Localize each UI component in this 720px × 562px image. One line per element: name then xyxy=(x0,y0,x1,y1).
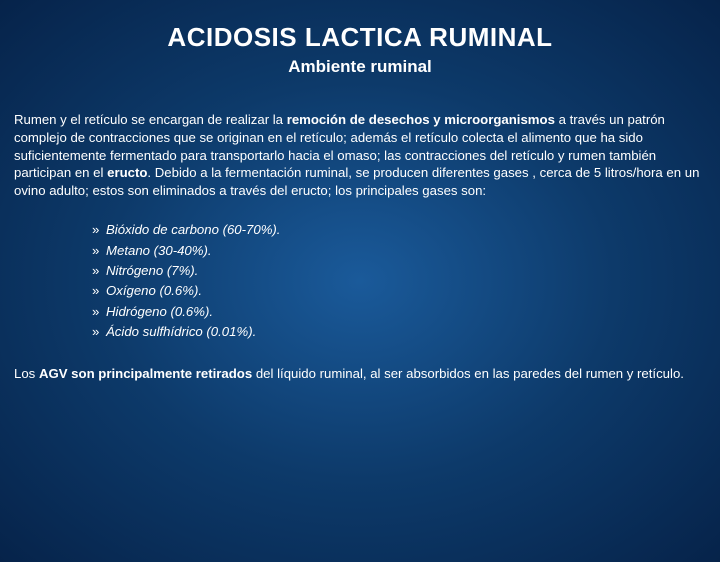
para1-bold-2: eructo xyxy=(107,165,147,180)
para1-pre: Rumen y el retículo se encargan de reali… xyxy=(14,112,287,127)
chevron-icon: » xyxy=(92,281,106,301)
para2-bold: AGV son principalmente retirados xyxy=(39,366,252,381)
chevron-icon: » xyxy=(92,220,106,240)
list-item: »Nitrógeno (7%). xyxy=(92,261,706,281)
slide-subtitle: Ambiente ruminal xyxy=(14,57,706,77)
chevron-icon: » xyxy=(92,241,106,261)
list-item: »Hidrógeno (0.6%). xyxy=(92,302,706,322)
para2-post: del líquido ruminal, al ser absorbidos e… xyxy=(252,366,684,381)
gas-label: Bióxido de carbono (60-70%). xyxy=(106,222,280,237)
gas-label: Ácido sulfhídrico (0.01%). xyxy=(106,324,256,339)
paragraph-1: Rumen y el retículo se encargan de reali… xyxy=(14,111,706,200)
chevron-icon: » xyxy=(92,322,106,342)
gas-label: Oxígeno (0.6%). xyxy=(106,283,202,298)
chevron-icon: » xyxy=(92,302,106,322)
list-item: »Oxígeno (0.6%). xyxy=(92,281,706,301)
chevron-icon: » xyxy=(92,261,106,281)
gas-list: »Bióxido de carbono (60-70%). »Metano (3… xyxy=(92,220,706,343)
gas-label: Nitrógeno (7%). xyxy=(106,263,198,278)
list-item: »Bióxido de carbono (60-70%). xyxy=(92,220,706,240)
gas-label: Hidrógeno (0.6%). xyxy=(106,304,213,319)
paragraph-2: Los AGV son principalmente retirados del… xyxy=(14,365,706,383)
list-item: »Ácido sulfhídrico (0.01%). xyxy=(92,322,706,342)
slide-title: ACIDOSIS LACTICA RUMINAL xyxy=(14,22,706,53)
para2-pre: Los xyxy=(14,366,39,381)
gas-label: Metano (30-40%). xyxy=(106,243,212,258)
para1-bold-1: remoción de desechos y microorganismos xyxy=(287,112,555,127)
list-item: »Metano (30-40%). xyxy=(92,241,706,261)
